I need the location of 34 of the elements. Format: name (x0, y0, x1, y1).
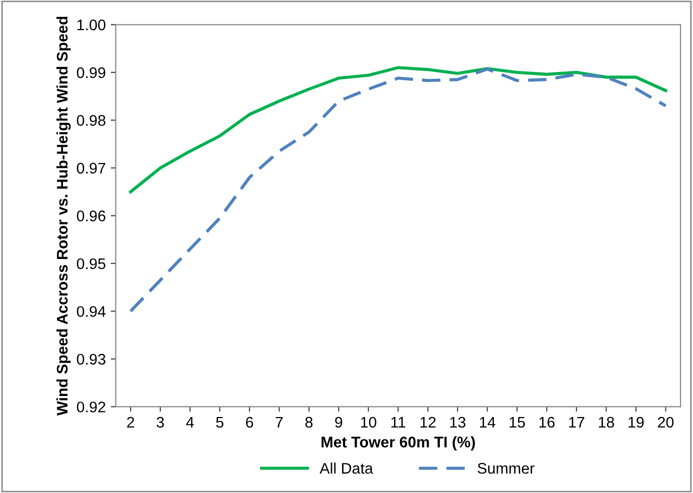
y-tick-label: 0.92 (76, 402, 106, 412)
x-tick-label: 19 (628, 416, 644, 428)
line-series (129, 68, 668, 313)
x-tick-label: 7 (276, 417, 283, 428)
x-tick-label: 3 (156, 416, 164, 428)
y-tick-label: 0.94 (76, 306, 106, 317)
x-tick-label: 4 (186, 417, 194, 428)
x-tick-label: 14 (480, 417, 496, 428)
x-tick-label: 11 (391, 417, 406, 428)
legend-label: All Data (320, 462, 374, 474)
y-axis-title: Wind Speed Accross Rotor vs. Hub-Height Wind Speed (56, 16, 71, 416)
y-tick-label: 0.95 (76, 258, 106, 270)
x-tick-label: 9 (335, 416, 342, 428)
x-tick-label: 16 (539, 416, 555, 428)
x-tick-label: 12 (420, 416, 436, 428)
x-tick-label: 13 (450, 416, 466, 428)
y-tick-label: 0.97 (76, 162, 106, 174)
y-tick-label: 0.96 (76, 210, 106, 222)
x-tick-label: 5 (216, 417, 224, 428)
y-tick-label: 0.99 (76, 67, 106, 78)
x-tick-label: 6 (246, 416, 254, 428)
legend-label: Summer (478, 462, 534, 474)
x-axis-title: Met Tower 60m TI (%) (322, 436, 475, 450)
line-series (129, 66, 668, 194)
x-tick-label: 10 (361, 416, 376, 428)
x-tick-label: 2 (127, 416, 134, 428)
x-tick-label: 20 (658, 416, 674, 428)
y-tick-label: 0.93 (76, 354, 106, 365)
x-tick-label: 18 (598, 416, 614, 428)
x-tick-label: 8 (305, 416, 313, 428)
y-tick-label: 0.98 (76, 115, 106, 126)
x-tick-label: 17 (569, 417, 584, 428)
x-tick-label: 15 (510, 417, 525, 428)
y-tick-label: 1.00 (77, 20, 106, 30)
